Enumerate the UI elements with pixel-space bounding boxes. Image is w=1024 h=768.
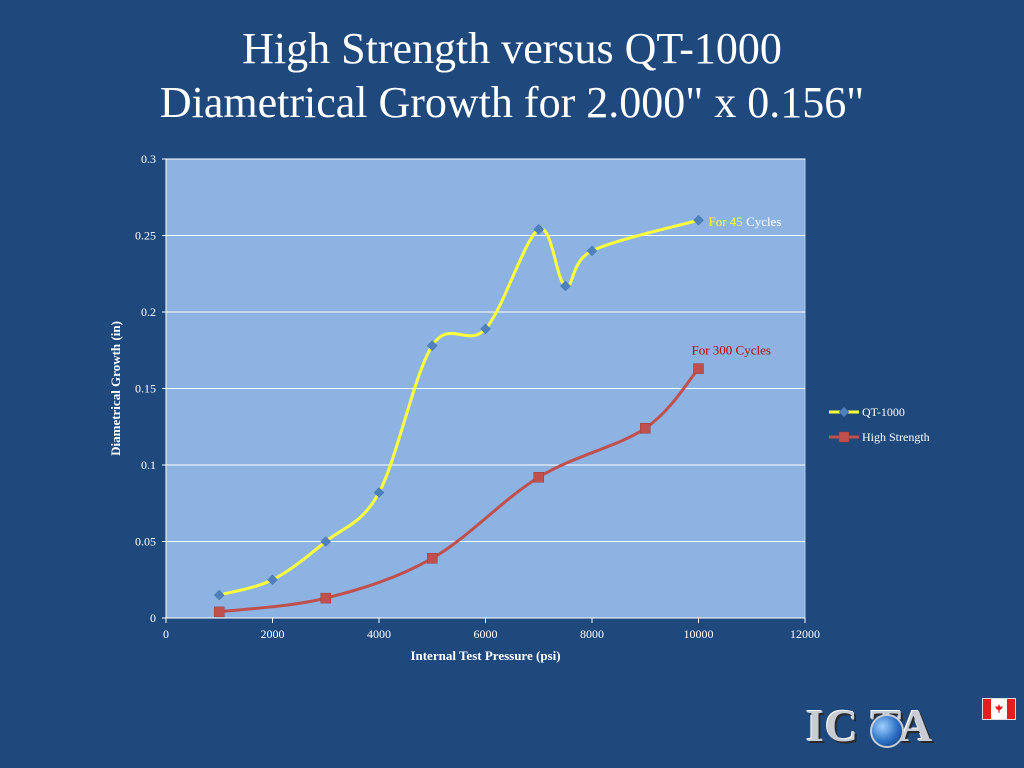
canadian-flag-icon	[982, 698, 1016, 720]
x-axis-label: Internal Test Pressure (psi)	[410, 648, 560, 663]
y-tick-label: 0.15	[135, 382, 156, 396]
y-axis-label: Diametrical Growth (in)	[108, 321, 123, 456]
legend-label: QT-1000	[862, 405, 905, 419]
title-line-2: Diametrical Growth for 2.000" x 0.156"	[159, 78, 865, 127]
x-tick-label: 2000	[261, 627, 285, 641]
annotation-qt-cycles-count: For 45	[709, 214, 743, 229]
y-tick-label: 0.1	[141, 458, 156, 472]
annotation-qt-1000: For 45 Cycles	[709, 214, 782, 229]
x-tick-label: 4000	[367, 627, 391, 641]
legend-marker	[838, 431, 850, 443]
annotation-high-strength: For 300 Cycles	[692, 343, 771, 358]
data-point-qt-1000	[560, 280, 571, 292]
y-tick-label: 0	[150, 611, 156, 625]
x-tick-label: 10000	[684, 627, 714, 641]
data-point-qt-1000	[267, 574, 278, 586]
x-tick-label: 12000	[790, 627, 820, 641]
x-tick-label: 6000	[474, 627, 498, 641]
data-point-qt-1000	[373, 487, 385, 498]
data-point-high-strength	[320, 592, 331, 604]
annotation-qt-cycles-word: Cycles	[743, 214, 782, 229]
slide-title: High Strength versus QT-1000 Diametrical…	[0, 22, 1024, 130]
data-point-high-strength	[214, 606, 225, 618]
y-tick-label: 0.2	[141, 305, 156, 319]
globe-icon	[870, 714, 904, 748]
data-point-high-strength	[693, 363, 704, 374]
data-point-high-strength	[427, 553, 438, 564]
legend-marker	[838, 406, 850, 418]
data-point-qt-1000	[533, 224, 545, 235]
series-line-qt-1000	[218, 218, 699, 597]
legend-label: High Strength	[862, 430, 930, 444]
x-tick-label: 0	[163, 627, 169, 641]
data-point-qt-1000	[426, 340, 438, 352]
x-tick-label: 8000	[580, 627, 604, 641]
data-point-qt-1000	[693, 214, 704, 226]
title-line-1: High Strength versus QT-1000	[242, 24, 782, 73]
y-tick-label: 0.3	[141, 152, 156, 166]
data-point-qt-1000	[213, 589, 225, 601]
data-point-qt-1000	[586, 245, 598, 257]
logo-text: IC TA	[806, 700, 932, 751]
data-point-qt-1000	[320, 536, 332, 547]
y-tick-label: 0.05	[135, 535, 156, 549]
data-point-high-strength	[640, 423, 651, 434]
data-point-qt-1000	[480, 323, 491, 335]
data-point-high-strength	[533, 471, 544, 483]
icota-logo: IC TA	[806, 698, 1016, 752]
y-tick-label: 0.25	[135, 229, 156, 243]
